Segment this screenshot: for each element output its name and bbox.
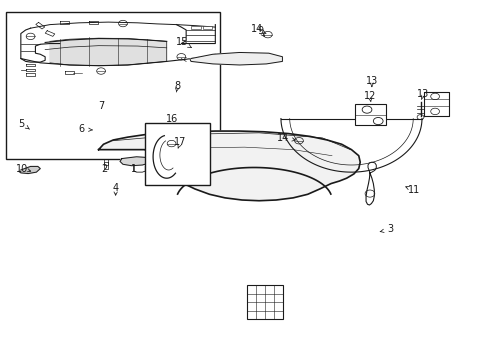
Text: 4: 4: [112, 183, 119, 193]
Text: 14: 14: [277, 133, 289, 143]
Polygon shape: [50, 38, 166, 66]
Bar: [6, 12, 220, 158]
Text: 8: 8: [174, 81, 180, 91]
Text: 3: 3: [386, 224, 393, 234]
Text: 11: 11: [407, 185, 419, 195]
Polygon shape: [19, 166, 40, 174]
Text: 10: 10: [16, 163, 28, 174]
Text: 5: 5: [19, 118, 25, 129]
Text: 15: 15: [176, 37, 188, 48]
Text: 14: 14: [250, 24, 262, 34]
Text: 13: 13: [416, 89, 428, 99]
Bar: [355, 104, 385, 125]
Bar: [144, 123, 210, 185]
Bar: [203, 26, 211, 29]
Text: 7: 7: [98, 101, 104, 111]
Polygon shape: [120, 157, 151, 166]
Text: 12: 12: [363, 91, 375, 101]
Text: 13: 13: [365, 76, 377, 86]
Text: 1: 1: [130, 163, 137, 174]
Text: 2: 2: [101, 163, 107, 174]
Text: 16: 16: [166, 113, 178, 123]
Polygon shape: [99, 131, 360, 201]
Polygon shape: [190, 53, 282, 65]
Text: 17: 17: [174, 138, 186, 148]
Bar: [246, 285, 283, 319]
Bar: [191, 26, 201, 29]
Text: 6: 6: [79, 124, 84, 134]
Text: 9: 9: [257, 26, 263, 36]
